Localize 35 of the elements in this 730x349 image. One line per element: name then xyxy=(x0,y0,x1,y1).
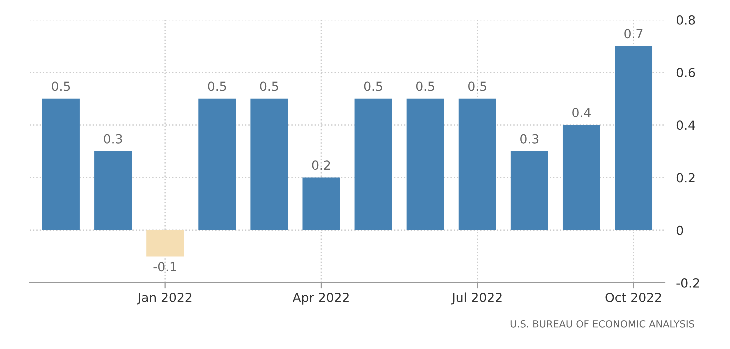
data-label: 0.3 xyxy=(104,134,122,144)
y-tick-label: 0.4 xyxy=(676,120,696,130)
bar xyxy=(302,178,340,230)
bar xyxy=(562,125,600,230)
x-tick-label: Apr 2022 xyxy=(292,292,349,305)
x-tick-label: Jan 2022 xyxy=(137,292,192,305)
data-label: 0.5 xyxy=(364,82,382,92)
y-tick-label: 0.6 xyxy=(676,68,696,78)
data-label: -0.1 xyxy=(154,262,176,272)
bar xyxy=(94,152,132,230)
data-label: 0.5 xyxy=(260,82,278,92)
x-tick-label: Jul 2022 xyxy=(452,292,502,305)
data-label: 0.5 xyxy=(468,82,486,92)
y-tick-label: 0.2 xyxy=(676,173,695,183)
bar xyxy=(406,98,444,230)
data-label: 0.5 xyxy=(416,82,434,92)
bar xyxy=(198,98,236,230)
data-label: 0.5 xyxy=(208,82,226,92)
y-tick-label: -0.2 xyxy=(676,278,700,288)
text: U.S. BUREAU OF ECONOMIC ANALYSIS xyxy=(510,320,694,328)
bar xyxy=(250,98,288,230)
data-label: 0.5 xyxy=(52,82,70,92)
bar xyxy=(42,98,80,230)
data-label: 0.3 xyxy=(520,134,539,144)
bar xyxy=(510,152,548,230)
bar xyxy=(146,230,184,257)
data-label: 0.7 xyxy=(624,29,643,39)
bar xyxy=(354,98,392,230)
data-label: 0.4 xyxy=(572,108,591,118)
data-label: 0.2 xyxy=(312,160,330,170)
x-tick-label: Oct 2022 xyxy=(606,292,662,302)
bar xyxy=(458,98,496,230)
y-tick-label: 0 xyxy=(676,226,684,236)
y-tick-label: 0.8 xyxy=(676,15,696,25)
bar xyxy=(615,46,653,230)
